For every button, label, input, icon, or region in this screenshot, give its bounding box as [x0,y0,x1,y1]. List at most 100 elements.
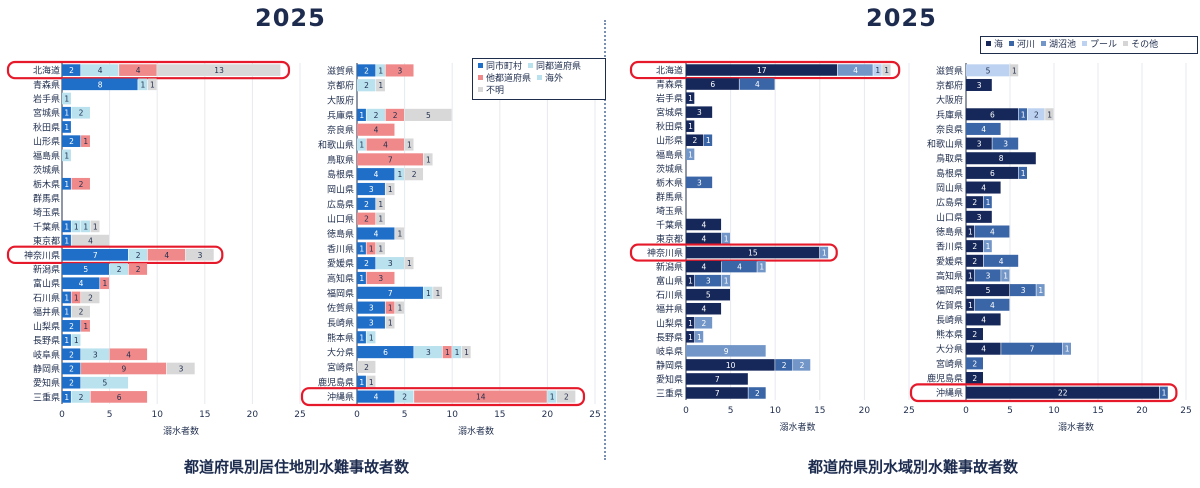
category-label: 福岡県 [936,285,963,297]
data-label: 3 [1003,140,1008,149]
data-label: 4 [701,263,706,272]
bar-segment [357,64,376,77]
bar-segment [157,64,281,76]
x-tick-label: 5 [728,406,734,416]
water-area-legend-item: 湖沼池 [1041,39,1076,51]
data-label: 2 [972,330,977,339]
bar-segment [385,301,395,314]
data-label: 1 [884,66,889,75]
bar-segment [703,134,713,146]
data-label: 3 [198,251,203,260]
data-label: 8 [999,154,1004,163]
bar-segment [433,286,443,299]
x-tick-label: 15 [814,406,825,416]
data-label: 8 [98,80,103,89]
bar-segment [748,387,766,399]
data-label: 10 [726,361,736,370]
legend-swatch [478,87,483,92]
bar-segment [81,320,90,332]
category-label: 群馬県 [656,191,683,203]
bar-segment [694,331,704,343]
bar-segment [376,257,404,270]
category-label: 愛知県 [33,377,60,389]
category-label: 香川県 [327,244,354,255]
bar-segment [62,92,71,105]
data-label: 1 [64,123,69,132]
bar-segment [686,134,704,146]
bar-segment [721,274,730,287]
bar-segment [357,153,424,166]
x-tick-label: 20 [1136,406,1148,416]
bar-segment [686,302,722,315]
category-label: 茨城県 [656,163,683,175]
highlight-outline [629,60,901,80]
bar-segment [81,348,109,361]
bar-segment [357,257,376,270]
x-tick-label: 10 [1048,406,1060,416]
bar-segment [395,227,404,240]
bar-segment [686,359,775,371]
bar-segment [992,137,1019,150]
category-label: 京都府 [327,80,354,92]
category-label: 鹿児島県 [318,376,354,388]
data-label: 1 [83,137,88,146]
bar-segment [357,301,385,314]
data-label: 1 [822,249,827,258]
bar-segment [81,64,119,76]
legend-swatch [478,75,483,80]
data-label: 3 [706,277,711,286]
bar-segment [686,331,695,343]
data-label: 4 [383,141,388,150]
bar-segment [81,220,90,233]
data-label: 3 [369,185,374,194]
bar-segment [966,254,983,267]
bar-segment [404,168,424,181]
bar-segment [62,220,71,233]
data-label: 2 [1034,110,1039,119]
left-year-title: 2025 [255,4,326,32]
bar-segment [376,79,385,92]
category-label: 栃木県 [33,178,60,190]
data-label: 1 [1012,66,1017,75]
residence-legend-item: 同都道府県 [528,61,581,73]
data-label: 2 [69,350,74,359]
category-label: 高知県 [327,272,354,284]
category-label: 香川県 [936,242,963,253]
data-label: 6 [990,169,995,178]
data-label: 2 [79,109,84,118]
bar-segment [357,375,366,388]
category-label: 長崎県 [936,314,963,326]
bar-segment [1018,166,1027,179]
category-label: 沖縄県 [327,391,354,403]
x-axis-title: 溺水者数 [1058,421,1094,433]
data-label: 1 [688,333,693,342]
legend-label: 同市町村 [486,62,523,72]
data-label: 2 [69,137,74,146]
bar-segment [376,64,385,77]
category-label: 長野県 [656,332,683,343]
bar-segment [404,138,414,151]
data-label: 2 [393,111,398,120]
bar-segment [385,182,395,196]
data-label: 2 [88,293,93,302]
data-label: 1 [388,185,393,194]
category-label: 広島県 [936,197,963,209]
bar-segment [138,78,148,91]
data-label: 5 [426,111,431,120]
category-label: 兵庫県 [327,109,354,121]
x-tick-label: 25 [294,410,305,420]
residence-legend-item: 海外 [537,73,563,85]
data-label: 1 [464,348,469,357]
data-label: 1 [74,336,79,345]
legend-label: その他 [1131,40,1159,50]
data-label: 2 [693,136,698,145]
bar-segment [357,346,414,359]
category-label: 佐賀県 [327,302,354,314]
data-label: 4 [990,301,995,310]
bar-segment [966,342,1001,355]
bar-segment [966,313,1001,326]
bar-segment [62,64,81,76]
data-label: 1 [968,301,973,310]
category-label: 福井県 [656,303,683,315]
category-label: 鳥取県 [327,154,354,166]
